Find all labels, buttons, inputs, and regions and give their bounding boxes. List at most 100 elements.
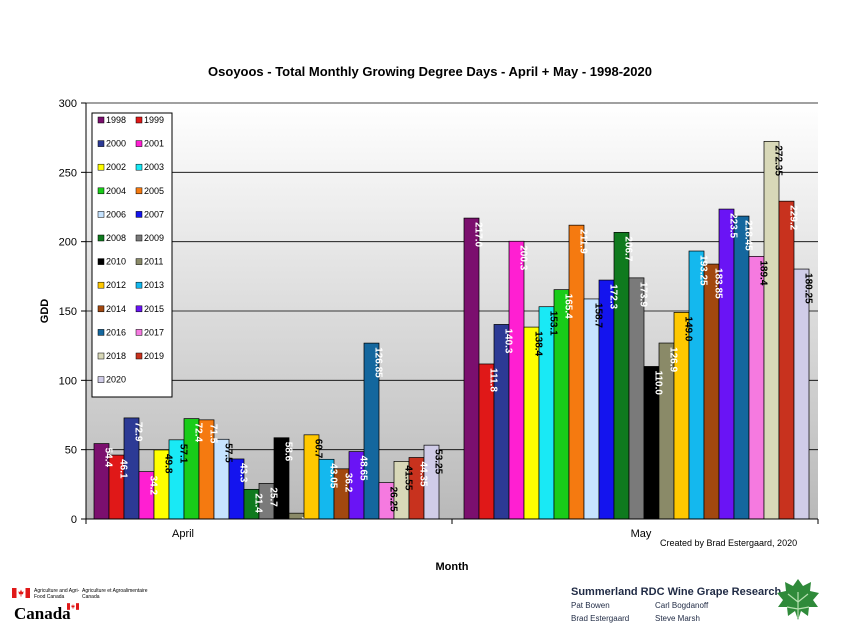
team-member: Steve Marsh <box>655 614 700 623</box>
legend-entry: 1999 <box>144 115 164 125</box>
bar-value-label: 140.3 <box>503 328 514 353</box>
research-team-title: Summerland RDC Wine Grape Research <box>571 586 782 598</box>
bar-value-label: 72.9 <box>133 422 144 442</box>
canada-flag-icon <box>12 588 30 598</box>
bar-value-label: 206.7 <box>623 236 634 261</box>
bar <box>463 217 480 520</box>
legend-entry: 2007 <box>144 209 164 219</box>
legend-swatch <box>135 140 143 147</box>
agency-english-name: Agriculture and Agri-Food Canada <box>34 588 80 600</box>
grape-leaf-icon <box>777 579 819 620</box>
bar <box>718 208 735 520</box>
bar <box>778 200 795 520</box>
legend-entry: 2000 <box>106 139 126 149</box>
bar <box>628 277 645 520</box>
bar <box>703 263 720 520</box>
data-labels: 54.4 46.1 72.9 34.2 49.8 57.1 72.4 71.5 57.5 43.3… <box>103 145 814 531</box>
bar-value-label: 48.65 <box>358 456 369 481</box>
bar-value-label: 138.4 <box>533 331 544 356</box>
legend-entry: 2010 <box>106 257 126 267</box>
team-member: Pat Bowen <box>571 601 610 610</box>
legend-entry: 2011 <box>144 257 163 267</box>
bar-value-label: 46.1 <box>118 459 129 479</box>
agency-french-name: Agriculture et Agroalimentaire Canada <box>82 588 148 600</box>
y-tick-label: 0 <box>71 514 77 526</box>
legend-entry: 2009 <box>144 233 164 243</box>
bar-value-label: 172.3 <box>608 284 619 309</box>
bar-value-label: 111.8 <box>488 368 499 392</box>
bar-value-label: 110.0 <box>653 370 664 395</box>
bar-value-label: 189.4 <box>758 260 769 285</box>
bar-value-label: 218.45 <box>743 220 754 251</box>
bar-value-label: 200.3 <box>518 245 529 270</box>
bar-value-label: 34.2 <box>148 476 159 496</box>
legend-swatch <box>97 281 105 289</box>
legend-entry: 2017 <box>144 327 164 337</box>
legend-entry: 2012 <box>106 280 126 290</box>
legend-entry: 2002 <box>106 162 126 172</box>
bar-value-label: 158.7 <box>593 303 604 328</box>
legend-swatch <box>135 187 143 195</box>
team-member: Carl Bogdanoff <box>655 601 709 610</box>
bar-value-label: 57.5 <box>223 443 234 463</box>
bar <box>583 298 600 520</box>
bar-value-label: 43.05 <box>328 463 339 488</box>
legend-swatch <box>97 211 105 218</box>
bar-value-label: 149.0 <box>683 316 694 341</box>
bar-value-label: 126.85 <box>373 347 384 378</box>
bar-value-label: 153.1 <box>548 311 559 336</box>
legend-swatch <box>135 234 143 242</box>
legend: 1998 1999 2000 2001 2002 2003 2004 2005 2006 2007… <box>91 112 173 398</box>
legend-swatch <box>135 281 143 289</box>
bar <box>748 256 765 520</box>
legend-entry: 2008 <box>106 233 126 243</box>
bar <box>673 312 690 520</box>
bar-value-label: 25.7 <box>268 487 279 507</box>
bar-value-label: 21.4 <box>253 493 264 513</box>
bar <box>493 324 510 520</box>
bar <box>733 215 750 520</box>
bar-value-label: 41.55 <box>403 465 414 490</box>
bar <box>763 140 780 520</box>
bar <box>793 268 810 520</box>
legend-entry: 2004 <box>106 186 126 196</box>
legend-swatch <box>97 305 105 313</box>
legend-swatch <box>135 305 143 313</box>
legend-entry: 2018 <box>106 351 126 361</box>
bar-value-label: 223.5 <box>728 213 739 238</box>
y-tick-label: 100 <box>59 375 77 387</box>
legend-swatch <box>135 258 143 265</box>
legend-swatch <box>97 187 105 195</box>
bar-value-label: 44.35 <box>418 462 429 487</box>
bar-value-label: 183.85 <box>713 268 724 299</box>
legend-swatch <box>97 352 105 360</box>
legend-entry: 1998 <box>106 115 126 125</box>
canada-wordmark: Canada <box>14 604 71 623</box>
bar-value-label: 60.7 <box>313 439 324 459</box>
bar <box>613 232 630 520</box>
legend-swatch <box>135 163 143 171</box>
y-tick-label: 200 <box>59 237 77 249</box>
legend-swatch <box>97 376 105 383</box>
legend-swatch <box>135 116 143 124</box>
legend-swatch <box>97 140 105 147</box>
x-tick-label: April <box>172 528 194 540</box>
legend-entry: 2003 <box>144 162 164 172</box>
team-member: Brad Estergaard <box>571 614 630 623</box>
legend-entry: 2015 <box>144 304 164 314</box>
bar-value-label: 229.2 <box>788 205 799 230</box>
bar-value-label: 36.2 <box>343 473 354 493</box>
bar-value-label: 43.3 <box>238 463 249 483</box>
x-axis-label: Month <box>436 561 469 573</box>
y-tick-label: 150 <box>59 306 77 318</box>
bars <box>93 140 810 520</box>
legend-entry: 2016 <box>106 327 126 337</box>
axes: 0 50 100 150 200 250 300 April May <box>59 98 819 540</box>
bar-value-label: 53.25 <box>433 449 444 474</box>
bar-value-label: 54.4 <box>103 448 114 468</box>
bar-value-label: 26.25 <box>388 487 399 512</box>
legend-entry: 2020 <box>106 375 126 385</box>
x-tick-label: May <box>631 528 652 540</box>
wordmark-flag-icon <box>67 603 79 610</box>
